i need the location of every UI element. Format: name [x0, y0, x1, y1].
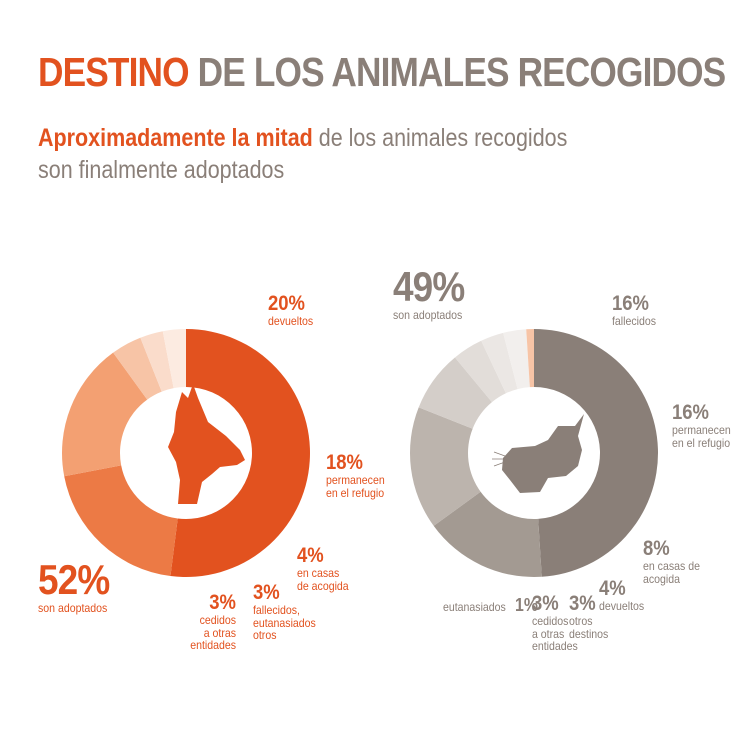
- dog-icon: [168, 384, 245, 504]
- cat-txt-cedidos: cedidos a otras entidades: [532, 614, 578, 654]
- dog-label-adoptados: 52% son adoptados: [38, 556, 110, 616]
- subtitle-line2: son finalmente adoptados: [38, 156, 285, 184]
- dog-slice-2: [64, 465, 178, 577]
- cat-pct-devueltos: 4%: [599, 577, 626, 600]
- dog-donut-chart: [61, 329, 310, 577]
- dog-slice-4: [113, 337, 162, 400]
- dog-slice-6: [162, 329, 186, 389]
- cat-pct-refugio: 16%: [672, 401, 709, 424]
- cat-icon: [492, 414, 584, 493]
- subtitle-highlight: Aproximadamente la mitad: [38, 124, 313, 152]
- cat-slice-1: [534, 329, 658, 577]
- dog-pct-fallecidos: 3%: [253, 581, 280, 604]
- dog-txt-adoptados: son adoptados: [38, 601, 108, 616]
- cat-slice-5: [454, 340, 506, 403]
- cat-slice-2: [433, 491, 542, 577]
- dog-label-acogida: 4% en casas de acogida: [297, 544, 349, 593]
- cat-txt-acogida: en casas de acogida: [643, 559, 700, 586]
- dog-slice-1: [170, 329, 310, 577]
- cat-pct-cedidos: 3%: [532, 592, 559, 615]
- dog-pct-devueltos: 20%: [268, 292, 305, 315]
- cat-pct-eutanasiados: 1%: [515, 595, 538, 615]
- cat-slice-7: [503, 329, 530, 390]
- dog-pct-refugio: 18%: [326, 451, 363, 474]
- dog-txt-cedidos: cedidos a otras entidades: [190, 613, 236, 653]
- cat-txt-adoptados: son adoptados: [393, 308, 463, 323]
- cat-pct-adoptados: 49%: [393, 263, 465, 310]
- dog-txt-refugio: permanecen en el refugio: [326, 473, 385, 500]
- dog-label-refugio: 18% permanecen en el refugio: [326, 451, 385, 500]
- chart-subtitle: Aproximadamente la mitad de los animales…: [38, 122, 567, 186]
- title-highlight: DESTINO: [38, 49, 190, 95]
- cat-txt-fallecidos: fallecidos: [612, 314, 657, 329]
- cat-txt-eutanasiados: eutanasiados: [443, 600, 506, 614]
- cat-txt-refugio: permanecen en el refugio: [672, 423, 731, 450]
- cat-donut-chart: [409, 329, 658, 577]
- cat-slice-4: [418, 357, 492, 429]
- cat-slice-3: [409, 407, 481, 526]
- dog-txt-fallecidos: fallecidos, eutanasiados otros: [253, 603, 316, 643]
- title-rest: DE LOS ANIMALES RECOGIDOS: [188, 49, 727, 95]
- subtitle-rest: de los animales recogidos: [312, 124, 568, 152]
- dog-label-cedidos: 3% cedidos a otras entidades: [183, 591, 236, 653]
- cat-slice-8: [526, 329, 534, 388]
- cat-pct-otros: 3%: [569, 592, 596, 615]
- cat-txt-devueltos: devueltos: [599, 599, 645, 614]
- cat-pct-acogida: 8%: [643, 537, 670, 560]
- dog-label-fallecidos: 3% fallecidos, eutanasiados otros: [253, 581, 316, 643]
- cat-pct-fallecidos: 16%: [612, 292, 649, 315]
- dog-slice-3: [61, 352, 148, 477]
- dog-slice-5: [140, 331, 174, 392]
- cat-label-adoptados: 49% son adoptados: [393, 263, 465, 323]
- cat-label-devueltos: 4% devueltos: [599, 577, 645, 614]
- cat-label-acogida: 8% en casas de acogida: [643, 537, 700, 586]
- cat-label-fallecidos: 16% fallecidos: [612, 292, 657, 329]
- dog-txt-acogida: en casas de acogida: [297, 566, 349, 593]
- chart-title: DESTINO DE LOS ANIMALES RECOGIDOS: [38, 49, 727, 95]
- cat-slice-6: [481, 332, 518, 394]
- dog-txt-devueltos: devueltos: [268, 314, 314, 329]
- cat-label-otros: 3% otros destinos: [569, 592, 609, 641]
- cat-label-cedidos: 3% cedidos a otras entidades: [532, 592, 578, 654]
- cat-label-eutanasiados: eutanasiados 1%: [443, 596, 538, 616]
- dog-pct-acogida: 4%: [297, 544, 324, 567]
- dog-pct-cedidos: 3%: [209, 591, 236, 614]
- cat-label-refugio: 16% permanecen en el refugio: [672, 401, 731, 450]
- dog-label-devueltos: 20% devueltos: [268, 292, 314, 329]
- cat-txt-otros: otros destinos: [569, 614, 609, 641]
- dog-pct-adoptados: 52%: [38, 556, 110, 603]
